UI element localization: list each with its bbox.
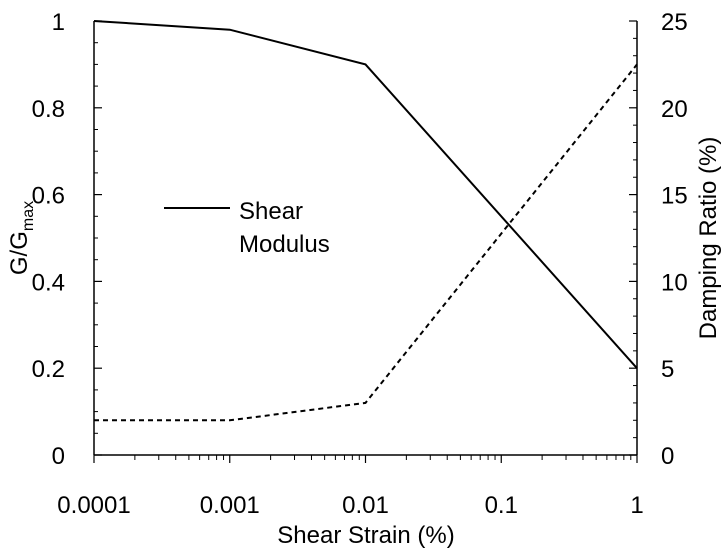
left-tick-label: 0.2 [32,356,65,383]
legend-label-shear-line-1: Shear [239,198,303,225]
right-tick-label: 20 [661,96,688,123]
left-tick-label: 0 [52,443,65,470]
tick-labels: 0.0001 0.001 0.01 0.1 100.20.40.60.810510152… [32,9,688,519]
x-tick-label: 0.0001 [57,492,130,519]
right-tick-label: 5 [661,356,674,383]
left-tick-label: 1 [52,9,65,36]
right-tick-label: 15 [661,183,688,210]
series-line-damping-ratio [94,63,638,422]
series-line-shear-modulus [93,20,638,369]
left-axis-title-subscript: max [20,201,37,231]
left-axis-title-main: G/G [6,231,33,275]
x-tick-label: 1 [630,492,643,519]
x-tick-label: 0.01 [342,492,389,519]
legend-label-shear-line-2: Modulus [239,231,330,258]
left-tick-label: 0.6 [32,183,65,210]
right-tick-label: 25 [661,9,688,36]
left-tick-label: 0.4 [32,269,65,296]
x-tick-label: 0.001 [200,492,260,519]
legend: Shear Modulus [164,198,330,258]
plot-area [93,21,638,456]
left-tick-label: 0.8 [32,96,65,123]
right-tick-label: 0 [661,443,674,470]
chart-marks [93,20,638,422]
right-axis-title: Damping Ratio (%) [695,137,721,340]
left-axis-title: G/Gmax [6,201,37,275]
x-tick-label: 0.1 [485,492,518,519]
x-axis-title: Shear Strain (%) [277,522,454,549]
right-tick-label: 10 [661,269,688,296]
tick-marks [93,20,638,463]
